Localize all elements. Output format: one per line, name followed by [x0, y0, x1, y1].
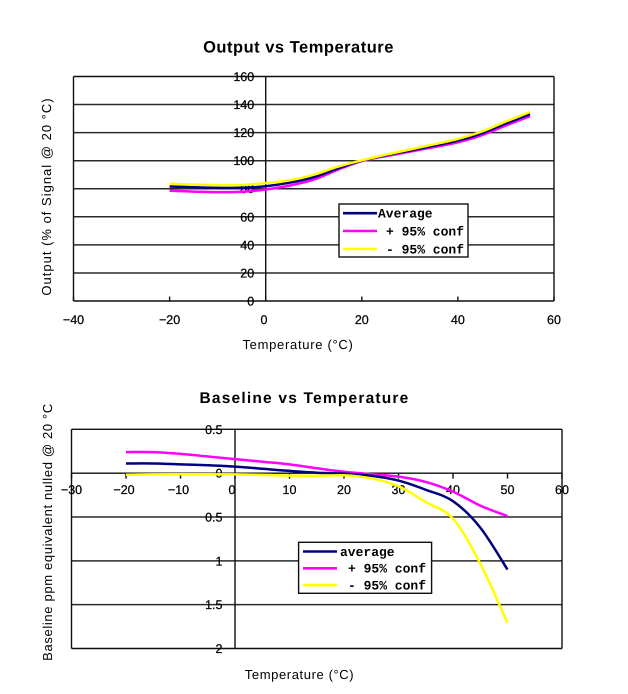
- svg-text:−20: −20: [113, 483, 134, 497]
- svg-text:10: 10: [283, 483, 297, 497]
- svg-text:140: 140: [233, 98, 254, 112]
- svg-text:40: 40: [240, 238, 254, 252]
- svg-text:1.5: 1.5: [205, 598, 222, 612]
- svg-text:Output (% of Signal @ 20 °C): Output (% of Signal @ 20 °C): [39, 97, 54, 295]
- svg-text:average: average: [340, 545, 395, 560]
- svg-text:0: 0: [261, 313, 268, 327]
- svg-text:20: 20: [240, 266, 254, 280]
- svg-text:0: 0: [229, 483, 236, 497]
- svg-text:120: 120: [233, 126, 254, 140]
- svg-text:−10: −10: [168, 483, 189, 497]
- svg-text:0: 0: [247, 295, 254, 309]
- svg-text:Temperature (°C): Temperature (°C): [242, 337, 353, 352]
- svg-text:60: 60: [240, 210, 254, 224]
- svg-text:−30: −30: [61, 483, 82, 497]
- svg-text:2: 2: [216, 642, 223, 656]
- svg-text:−20: −20: [159, 313, 180, 327]
- svg-text:160: 160: [233, 70, 254, 84]
- svg-text:20: 20: [355, 313, 369, 327]
- svg-text:Baseline ppm equivalent nulled: Baseline ppm equivalent nulled @ 20 °C: [40, 403, 55, 661]
- svg-text:Baseline vs Temperature: Baseline vs Temperature: [200, 390, 410, 407]
- svg-text:60: 60: [555, 483, 569, 497]
- svg-text:40: 40: [451, 313, 465, 327]
- svg-text:- 95% conf: - 95% conf: [348, 578, 426, 593]
- svg-text:- 95% conf: - 95% conf: [386, 242, 464, 257]
- svg-text:+ 95% conf: + 95% conf: [386, 224, 464, 239]
- svg-text:1: 1: [216, 554, 223, 568]
- svg-text:100: 100: [233, 154, 254, 168]
- svg-text:+ 95% conf: + 95% conf: [348, 562, 426, 577]
- svg-text:−40: −40: [63, 313, 84, 327]
- svg-text:60: 60: [547, 313, 561, 327]
- svg-text:0.5: 0.5: [205, 423, 222, 437]
- svg-text:Temperature (°C): Temperature (°C): [245, 667, 354, 682]
- svg-text:50: 50: [501, 483, 515, 497]
- svg-text:Output vs Temperature: Output vs Temperature: [203, 38, 394, 56]
- svg-text:0.5: 0.5: [205, 511, 222, 525]
- svg-text:Average: Average: [378, 207, 433, 222]
- svg-text:20: 20: [337, 483, 351, 497]
- svg-text:30: 30: [392, 483, 406, 497]
